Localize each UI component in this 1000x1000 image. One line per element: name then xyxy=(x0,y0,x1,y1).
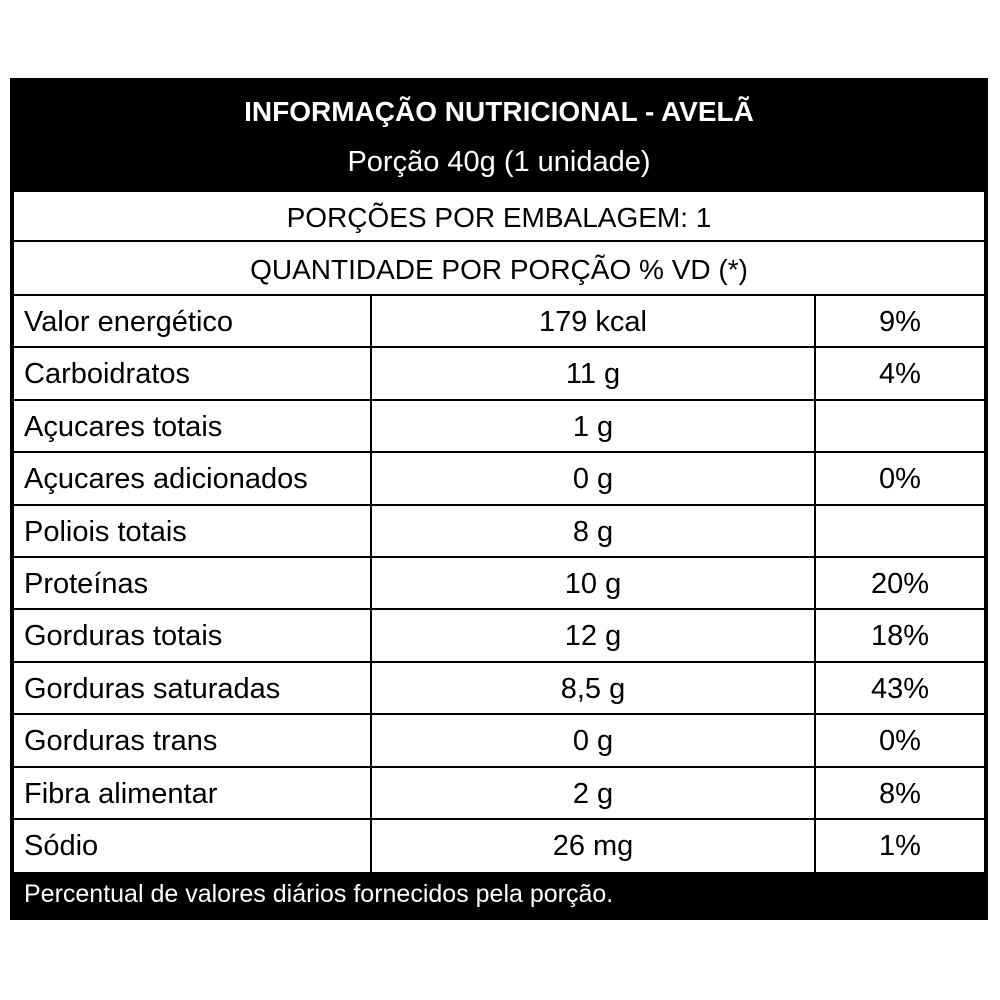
nutrient-amount: 0 g xyxy=(372,715,816,766)
nutrient-amount: 8 g xyxy=(372,505,816,556)
table-row: Açucares totais 1 g xyxy=(14,400,984,454)
label-title: INFORMAÇÃO NUTRICIONAL - AVELÃ xyxy=(14,82,984,137)
quantity-header: QUANTIDADE POR PORÇÃO % VD (*) xyxy=(14,242,984,296)
nutrient-vd: 0% xyxy=(879,463,921,496)
nutrient-vd: 1% xyxy=(879,829,921,862)
portion-size: Porção 40g (1 unidade) xyxy=(14,137,984,192)
nutrient-name: Carboidratos xyxy=(14,348,372,399)
footer-note: Percentual de valores diários fornecidos… xyxy=(14,872,984,916)
nutrient-name: Poliois totais xyxy=(14,505,372,556)
table-row: Sódio 26 mg 1% xyxy=(14,819,984,873)
nutrient-amount: 8,5 g xyxy=(372,662,816,714)
nutrient-name: Gorduras trans xyxy=(14,715,372,766)
servings-per-package: PORÇÕES POR EMBALAGEM: 1 xyxy=(14,192,984,242)
nutrient-name: Açucares totais xyxy=(14,400,372,452)
nutrient-vd: 9% xyxy=(879,306,921,338)
nutrient-vd: 0% xyxy=(879,725,921,758)
nutrient-vd xyxy=(816,401,984,451)
table-row: Açucares adicionados 0 g 0% xyxy=(14,453,984,506)
table-row: Proteínas 10 g 20% xyxy=(14,557,984,611)
nutrient-name: Gorduras totais xyxy=(14,610,372,661)
nutrient-amount: 12 g xyxy=(372,610,816,661)
nutrient-vd: 8% xyxy=(879,777,921,810)
nutrient-amount: 179 kcal xyxy=(372,296,816,347)
nutrient-vd: 43% xyxy=(870,672,930,705)
nutrient-vd: 20% xyxy=(870,567,930,600)
nutrient-name: Açucares adicionados xyxy=(14,453,372,504)
table-row: Fibra alimentar 2 g 8% xyxy=(14,767,984,820)
nutrition-label: INFORMAÇÃO NUTRICIONAL - AVELÃ Porção 40… xyxy=(10,78,988,920)
nutrient-amount: 10 g xyxy=(372,557,816,609)
nutrient-name: Valor energético xyxy=(14,296,372,347)
nutrient-name: Proteínas xyxy=(14,557,372,609)
nutrient-amount: 0 g xyxy=(372,453,816,504)
table-row: Carboidratos 11 g 4% xyxy=(14,348,984,401)
nutrient-amount: 2 g xyxy=(372,767,816,818)
table-row: Gorduras trans 0 g 0% xyxy=(14,715,984,768)
nutrient-table: Valor energético 179 kcal 9% Carboidratos 11… xyxy=(14,296,984,873)
nutrient-name: Sódio xyxy=(14,819,372,873)
table-row: Poliois totais 8 g xyxy=(14,505,984,558)
nutrient-vd: 18% xyxy=(870,620,930,653)
nutrient-vd xyxy=(816,506,984,556)
table-row: Valor energético 179 kcal 9% xyxy=(14,296,984,349)
nutrient-name: Fibra alimentar xyxy=(14,767,372,818)
nutrient-vd: 4% xyxy=(879,358,921,391)
nutrient-amount: 26 mg xyxy=(372,819,816,873)
nutrient-amount: 11 g xyxy=(372,348,816,399)
nutrient-amount: 1 g xyxy=(372,400,816,452)
nutrient-name: Gorduras saturadas xyxy=(14,662,372,714)
table-row: Gorduras saturadas 8,5 g 43% xyxy=(14,662,984,716)
table-row: Gorduras totais 12 g 18% xyxy=(14,610,984,663)
